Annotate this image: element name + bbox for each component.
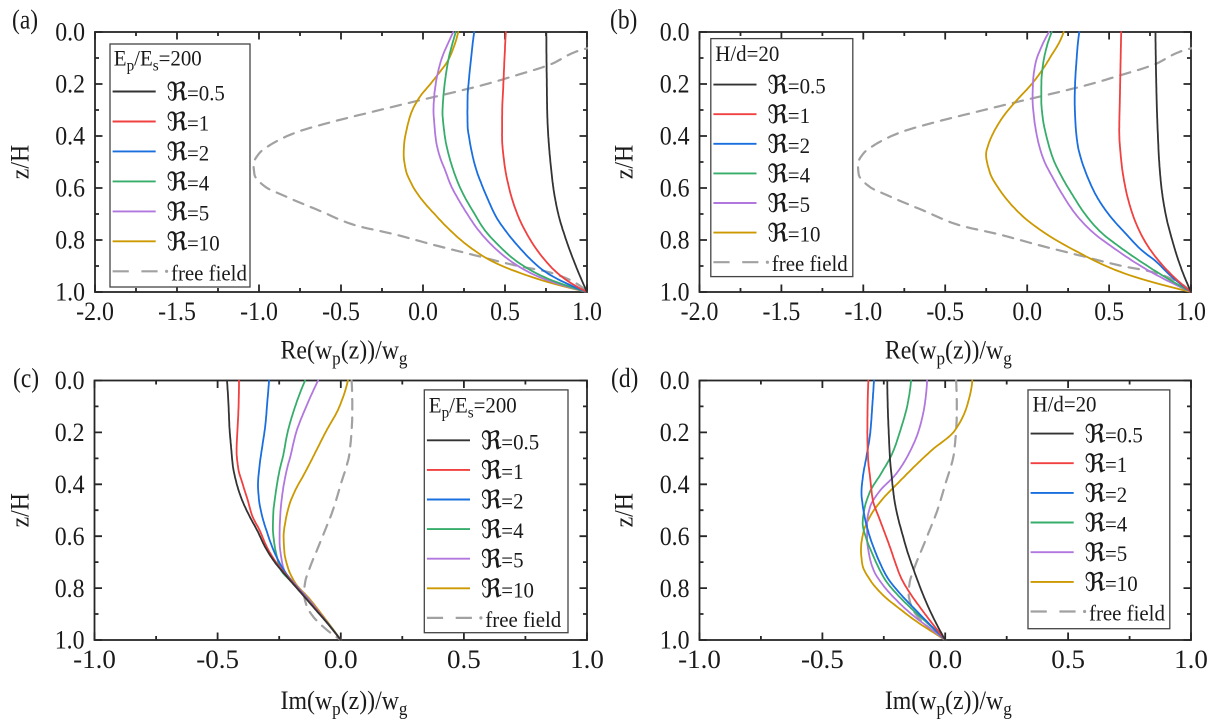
svg-text:1.0: 1.0 bbox=[1176, 298, 1206, 326]
svg-text:=5: =5 bbox=[788, 193, 810, 218]
svg-text:free field: free field bbox=[1089, 601, 1165, 626]
svg-text:=4: =4 bbox=[1105, 512, 1127, 537]
svg-text:=10: =10 bbox=[788, 222, 821, 247]
svg-text:0.0: 0.0 bbox=[55, 19, 85, 47]
svg-text:=10: =10 bbox=[1105, 571, 1138, 596]
svg-text:=4: =4 bbox=[501, 519, 523, 544]
svg-text:0.2: 0.2 bbox=[660, 71, 690, 99]
svg-text:0.6: 0.6 bbox=[660, 175, 690, 203]
svg-text:1.0: 1.0 bbox=[660, 279, 690, 307]
svg-text:0.8: 0.8 bbox=[660, 227, 690, 255]
svg-text:-0.5: -0.5 bbox=[801, 644, 844, 674]
svg-text:0.2: 0.2 bbox=[55, 419, 85, 447]
svg-text:0.6: 0.6 bbox=[55, 175, 85, 203]
svg-text:0.5: 0.5 bbox=[447, 644, 481, 674]
svg-text:0.6: 0.6 bbox=[55, 523, 85, 551]
svg-text:free field: free field bbox=[171, 261, 247, 286]
svg-text:-2.0: -2.0 bbox=[76, 298, 114, 326]
svg-text:0.5: 0.5 bbox=[490, 298, 520, 326]
svg-text:Re(wp(z))/wg: Re(wp(z))/wg bbox=[281, 336, 408, 368]
svg-text:0.0: 0.0 bbox=[660, 19, 690, 47]
svg-text:(b): (b) bbox=[610, 5, 637, 35]
svg-text:=0.5: =0.5 bbox=[788, 74, 826, 99]
svg-text:z/H: z/H bbox=[610, 145, 638, 179]
svg-text:=1: =1 bbox=[501, 459, 523, 484]
svg-text:1.0: 1.0 bbox=[55, 279, 85, 307]
svg-text:=5: =5 bbox=[501, 548, 523, 573]
svg-text:-0.5: -0.5 bbox=[196, 644, 239, 674]
svg-text:=1: =1 bbox=[1105, 453, 1127, 478]
svg-text:=2: =2 bbox=[1105, 482, 1127, 507]
svg-text:1.0: 1.0 bbox=[570, 644, 604, 674]
svg-text:(a): (a) bbox=[12, 5, 38, 35]
svg-text:=0.5: =0.5 bbox=[187, 81, 225, 106]
svg-text:0.4: 0.4 bbox=[660, 123, 690, 151]
svg-text:0.8: 0.8 bbox=[55, 575, 85, 603]
svg-text:=2: =2 bbox=[501, 489, 523, 514]
svg-text:=5: =5 bbox=[1105, 542, 1127, 567]
svg-text:1.0: 1.0 bbox=[55, 627, 85, 655]
svg-text:free field: free field bbox=[485, 607, 561, 632]
svg-text:-1.0: -1.0 bbox=[678, 644, 721, 674]
svg-text:z/H: z/H bbox=[610, 493, 638, 527]
svg-text:=5: =5 bbox=[187, 201, 209, 226]
svg-text:H/d=20: H/d=20 bbox=[715, 42, 779, 67]
svg-text:0.4: 0.4 bbox=[55, 123, 85, 151]
svg-text:0.5: 0.5 bbox=[1094, 298, 1124, 326]
svg-text:0.8: 0.8 bbox=[660, 575, 690, 603]
svg-text:-1.5: -1.5 bbox=[763, 298, 801, 326]
svg-text:=0.5: =0.5 bbox=[1105, 423, 1143, 448]
svg-text:H/d=20: H/d=20 bbox=[1033, 392, 1097, 417]
svg-text:=10: =10 bbox=[187, 231, 220, 256]
svg-text:0.0: 0.0 bbox=[55, 367, 85, 395]
svg-text:-0.5: -0.5 bbox=[322, 298, 360, 326]
svg-text:0.4: 0.4 bbox=[660, 471, 690, 499]
svg-text:Im(wp(z))/wg: Im(wp(z))/wg bbox=[281, 687, 408, 719]
svg-text:=0.5: =0.5 bbox=[501, 430, 539, 455]
svg-text:=4: =4 bbox=[788, 163, 810, 188]
svg-text:z/H: z/H bbox=[6, 145, 34, 179]
svg-text:0.4: 0.4 bbox=[55, 471, 85, 499]
svg-text:=1: =1 bbox=[788, 104, 810, 129]
svg-text:1.0: 1.0 bbox=[572, 298, 602, 326]
svg-text:0.0: 0.0 bbox=[324, 644, 358, 674]
svg-text:-1.5: -1.5 bbox=[158, 298, 196, 326]
svg-text:1.0: 1.0 bbox=[1174, 644, 1208, 674]
svg-text:=10: =10 bbox=[501, 578, 534, 603]
svg-text:0.6: 0.6 bbox=[660, 523, 690, 551]
svg-text:0.5: 0.5 bbox=[1051, 644, 1085, 674]
svg-text:-1.0: -1.0 bbox=[844, 298, 882, 326]
svg-text:0.2: 0.2 bbox=[660, 419, 690, 447]
svg-text:=1: =1 bbox=[187, 111, 209, 136]
svg-text:1.0: 1.0 bbox=[660, 627, 690, 655]
svg-text:(c): (c) bbox=[13, 364, 39, 394]
svg-text:0.2: 0.2 bbox=[55, 71, 85, 99]
svg-text:=2: =2 bbox=[788, 133, 810, 158]
svg-text:0.0: 0.0 bbox=[1012, 298, 1042, 326]
svg-text:-1.0: -1.0 bbox=[240, 298, 278, 326]
svg-text:=2: =2 bbox=[187, 141, 209, 166]
svg-text:0.0: 0.0 bbox=[928, 644, 962, 674]
svg-text:-2.0: -2.0 bbox=[681, 298, 719, 326]
svg-text:-1.0: -1.0 bbox=[73, 644, 116, 674]
svg-text:0.0: 0.0 bbox=[660, 367, 690, 395]
svg-text:=4: =4 bbox=[187, 171, 209, 196]
svg-text:(d): (d) bbox=[611, 364, 638, 394]
svg-text:Re(wp(z))/wg: Re(wp(z))/wg bbox=[885, 336, 1012, 368]
svg-text:0.0: 0.0 bbox=[408, 298, 438, 326]
svg-text:z/H: z/H bbox=[6, 493, 34, 527]
svg-text:0.8: 0.8 bbox=[55, 227, 85, 255]
svg-text:free field: free field bbox=[772, 252, 848, 277]
svg-text:-0.5: -0.5 bbox=[926, 298, 964, 326]
svg-text:Im(wp(z))/wg: Im(wp(z))/wg bbox=[885, 687, 1012, 719]
